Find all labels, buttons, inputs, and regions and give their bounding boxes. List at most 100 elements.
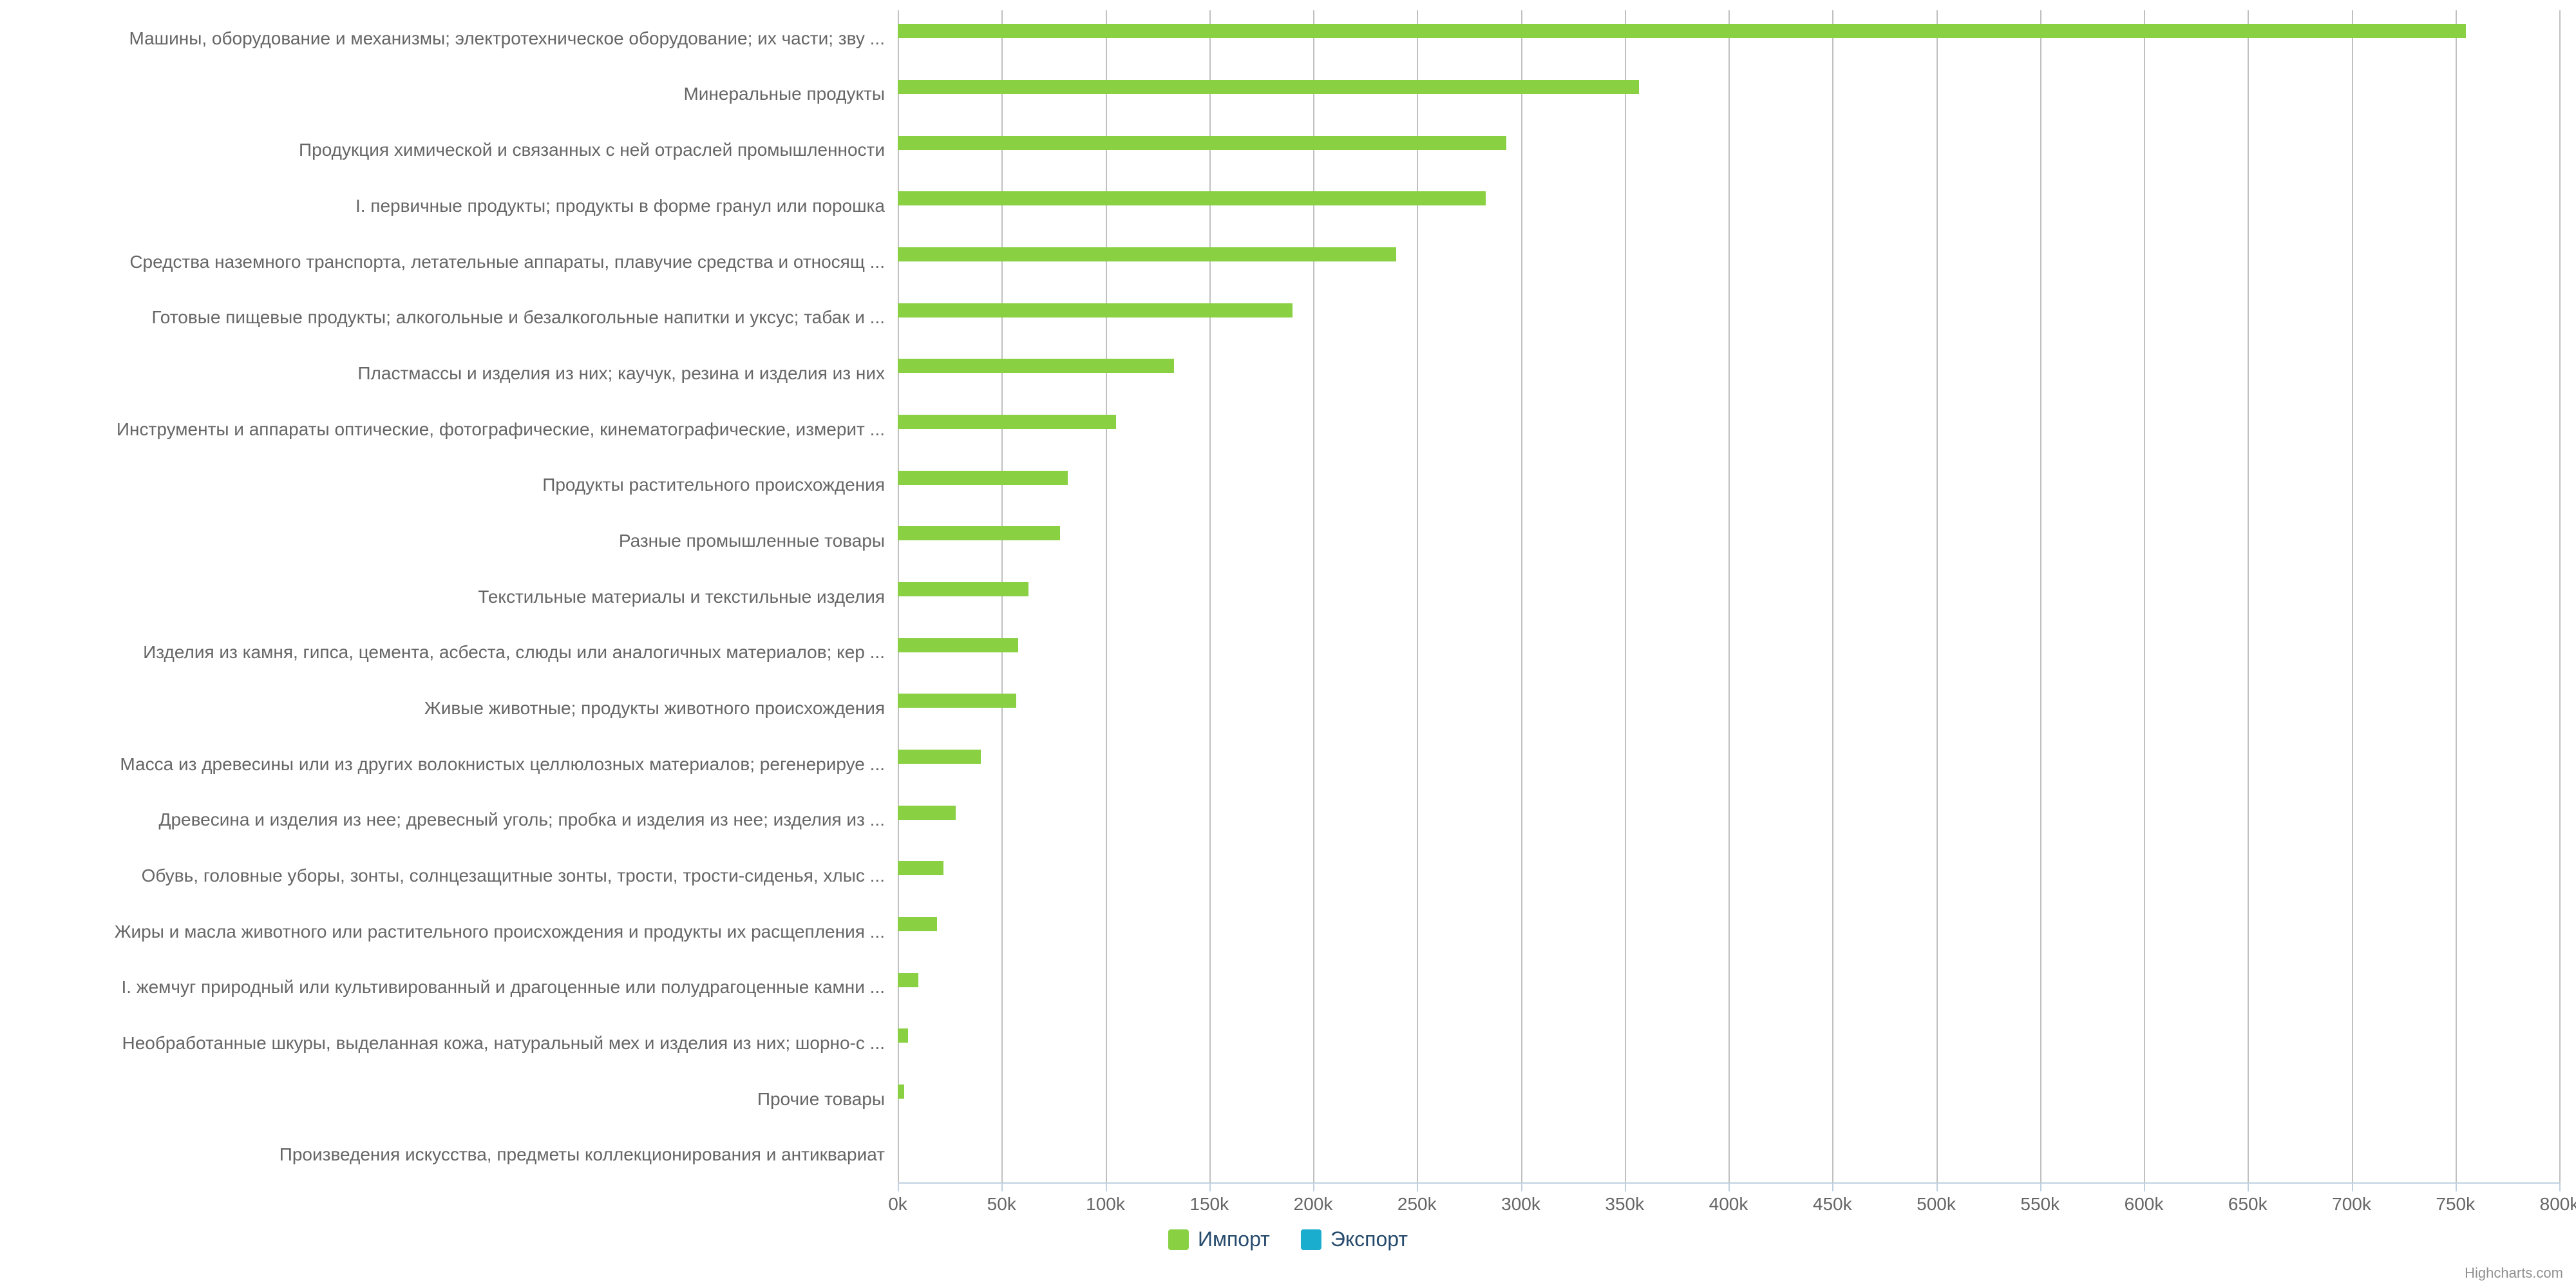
xtick-mark: [1832, 1182, 1833, 1191]
xtick-label: 450k: [1813, 1194, 1852, 1215]
ytick-label: Древесина и изделия из нее; древесный уг…: [0, 791, 898, 848]
credits-link[interactable]: Highcharts.com: [2465, 1265, 2563, 1282]
bar-import[interactable]: [898, 471, 1068, 485]
xtick-mark: [2040, 1182, 2041, 1191]
bar-import[interactable]: [898, 191, 1486, 205]
bar-import[interactable]: [898, 694, 1016, 708]
ytick-label: Продукты растительного происхождения: [0, 457, 898, 513]
gridline: [2352, 10, 2353, 1182]
xtick-label: 400k: [1709, 1194, 1748, 1215]
xtick-label: 600k: [2125, 1194, 2164, 1215]
bar-import[interactable]: [898, 415, 1116, 429]
xtick-mark: [2144, 1182, 2145, 1191]
bar-import[interactable]: [898, 80, 1639, 94]
bar-import[interactable]: [898, 917, 937, 931]
xtick-mark: [1313, 1182, 1314, 1191]
legend: Импорт Экспорт: [1168, 1227, 1408, 1251]
gridline: [1625, 10, 1626, 1182]
ytick-label: Масса из древесины или из других волокни…: [0, 736, 898, 792]
xtick-mark: [2456, 1182, 2457, 1191]
ytick-label: Готовые пищевые продукты; алкогольные и …: [0, 289, 898, 345]
gridline: [1521, 10, 1522, 1182]
xtick-mark: [1106, 1182, 1107, 1191]
ytick-label: I. первичные продукты; продукты в форме …: [0, 178, 898, 234]
xtick-label: 800k: [2540, 1194, 2576, 1215]
bar-import[interactable]: [898, 861, 943, 875]
xtick-mark: [2248, 1182, 2249, 1191]
xtick-mark: [1417, 1182, 1418, 1191]
xtick-mark: [898, 1182, 899, 1191]
bar-import[interactable]: [898, 973, 918, 987]
xtick-mark: [1521, 1182, 1522, 1191]
ytick-label: Пластмассы и изделия из них; каучук, рез…: [0, 345, 898, 401]
xtick-label: 300k: [1501, 1194, 1540, 1215]
bar-import[interactable]: [898, 247, 1396, 261]
bar-import[interactable]: [898, 303, 1293, 317]
bar-import[interactable]: [898, 1084, 904, 1099]
bar-import[interactable]: [898, 638, 1018, 652]
xtick-label: 350k: [1605, 1194, 1644, 1215]
ytick-label: Инструменты и аппараты оптические, фотог…: [0, 401, 898, 457]
bar-import[interactable]: [898, 526, 1060, 540]
ytick-label: Продукция химической и связанных с ней о…: [0, 122, 898, 178]
bar-import[interactable]: [898, 750, 981, 764]
legend-label: Экспорт: [1331, 1227, 1408, 1251]
gridline: [1417, 10, 1418, 1182]
xtick-label: 700k: [2332, 1194, 2371, 1215]
xtick-mark: [2352, 1182, 2353, 1191]
xtick-mark: [1001, 1182, 1003, 1191]
bar-import[interactable]: [898, 24, 2466, 38]
bar-import[interactable]: [898, 1028, 908, 1043]
ytick-label: Разные промышленные товары: [0, 513, 898, 569]
xtick-label: 250k: [1397, 1194, 1437, 1215]
xtick-label: 200k: [1294, 1194, 1333, 1215]
gridline: [1937, 10, 1938, 1182]
ytick-label: Прочие товары: [0, 1071, 898, 1127]
ytick-label: Произведения искусства, предметы коллекц…: [0, 1126, 898, 1182]
gridline: [2040, 10, 2041, 1182]
ytick-label: Средства наземного транспорта, летательн…: [0, 234, 898, 290]
legend-label: Импорт: [1198, 1227, 1270, 1251]
gridline: [1728, 10, 1730, 1182]
xtick-mark: [1625, 1182, 1626, 1191]
bar-import[interactable]: [898, 359, 1174, 373]
legend-item-export[interactable]: Экспорт: [1301, 1227, 1408, 1251]
ytick-label: Изделия из камня, гипса, цемента, асбест…: [0, 624, 898, 680]
xtick-label: 750k: [2436, 1194, 2475, 1215]
gridline: [1106, 10, 1107, 1182]
ytick-label: Жиры и масла животного или растительного…: [0, 904, 898, 960]
ytick-label: Обувь, головные уборы, зонты, солнцезащи…: [0, 848, 898, 904]
ytick-label: Текстильные материалы и текстильные изде…: [0, 569, 898, 625]
ytick-label: I. жемчуг природный или культивированный…: [0, 959, 898, 1015]
gridline: [1313, 10, 1314, 1182]
gridline: [2456, 10, 2457, 1182]
ytick-label: Необработанные шкуры, выделанная кожа, н…: [0, 1015, 898, 1071]
ytick-label: Живые животные; продукты животного проис…: [0, 680, 898, 736]
legend-swatch: [1168, 1229, 1189, 1250]
xtick-label: 0k: [888, 1194, 907, 1215]
xtick-label: 100k: [1086, 1194, 1125, 1215]
plot-area: 0k50k100k150k200k250k300k350k400k450k500…: [898, 10, 2559, 1182]
legend-swatch: [1301, 1229, 1321, 1250]
bar-import[interactable]: [898, 582, 1028, 596]
xtick-label: 150k: [1189, 1194, 1229, 1215]
xtick-mark: [1728, 1182, 1730, 1191]
xtick-mark: [1209, 1182, 1211, 1191]
ytick-label: Машины, оборудование и механизмы; электр…: [0, 10, 898, 66]
xtick-label: 550k: [2020, 1194, 2060, 1215]
gridline: [1832, 10, 1833, 1182]
xtick-mark: [1937, 1182, 1938, 1191]
legend-item-import[interactable]: Импорт: [1168, 1227, 1270, 1251]
gridline: [1209, 10, 1211, 1182]
xtick-label: 650k: [2228, 1194, 2268, 1215]
chart-container: 0k50k100k150k200k250k300k350k400k450k500…: [0, 0, 2576, 1288]
bar-import[interactable]: [898, 806, 956, 820]
xtick-label: 500k: [1917, 1194, 1956, 1215]
xtick-mark: [2559, 1182, 2561, 1191]
gridline: [2559, 10, 2561, 1182]
gridline: [2144, 10, 2145, 1182]
ytick-label: Минеральные продукты: [0, 66, 898, 122]
gridline: [2248, 10, 2249, 1182]
bar-import[interactable]: [898, 136, 1506, 150]
xaxis-line: [898, 1182, 2559, 1184]
